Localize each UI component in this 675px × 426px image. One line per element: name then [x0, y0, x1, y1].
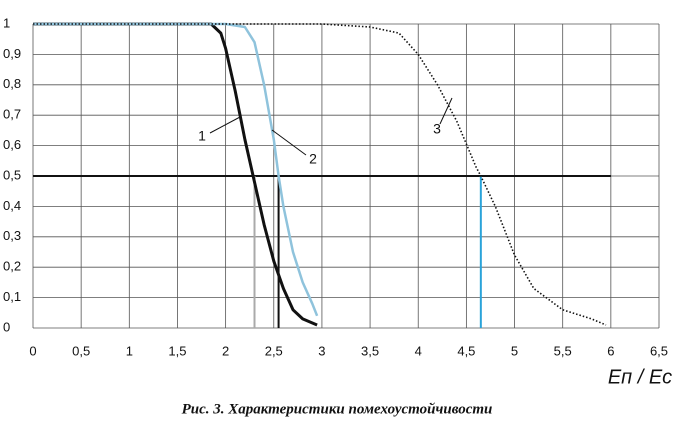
x-axis-label: Eп / Eс	[608, 366, 672, 388]
line-series	[33, 22, 318, 327]
leader-line	[439, 97, 453, 125]
y-tick-label: 0,3	[3, 228, 21, 243]
caption: Рис. 3. Характеристики помехоустойчивост…	[182, 401, 493, 417]
annotation: 2	[309, 151, 317, 167]
y-tick-label: 0,2	[3, 259, 21, 274]
x-tick-label: 6,5	[650, 343, 668, 358]
x-tick-label: 3,5	[361, 343, 379, 358]
leader-line	[271, 129, 307, 156]
y-tick-label: 0,9	[3, 46, 21, 61]
annotation: 3	[433, 121, 441, 137]
y-tick-label: 0	[3, 319, 10, 334]
x-tick-label: 3	[318, 343, 325, 358]
x-tick-label: 0	[29, 343, 36, 358]
x-tick-label: 0,5	[72, 343, 90, 358]
y-tick-label: 0,8	[3, 76, 21, 91]
y-tick-label: 0,5	[3, 167, 21, 182]
y-tick-label: 0,6	[3, 137, 21, 152]
x-tick-label: 5	[511, 343, 518, 358]
y-tick-label: 0,4	[3, 198, 21, 213]
x-tick-label: 5,5	[554, 343, 572, 358]
x-tick-label: 2	[222, 343, 229, 358]
leader-line	[209, 116, 241, 134]
annotation: 1	[198, 128, 206, 144]
x-tick-label: 4	[415, 343, 422, 358]
y-tick-label: 0,1	[3, 289, 21, 304]
y-tick-label: 1	[3, 15, 10, 30]
y-tick-label: 0,7	[3, 107, 21, 122]
x-tick-label: 1,5	[168, 343, 186, 358]
line-series	[33, 22, 319, 317]
x-tick-label: 2,5	[265, 343, 283, 358]
x-tick-label: 1	[126, 343, 133, 358]
line-series	[33, 23, 607, 326]
x-tick-label: 6	[607, 343, 614, 358]
x-tick-label: 4,5	[457, 343, 475, 358]
